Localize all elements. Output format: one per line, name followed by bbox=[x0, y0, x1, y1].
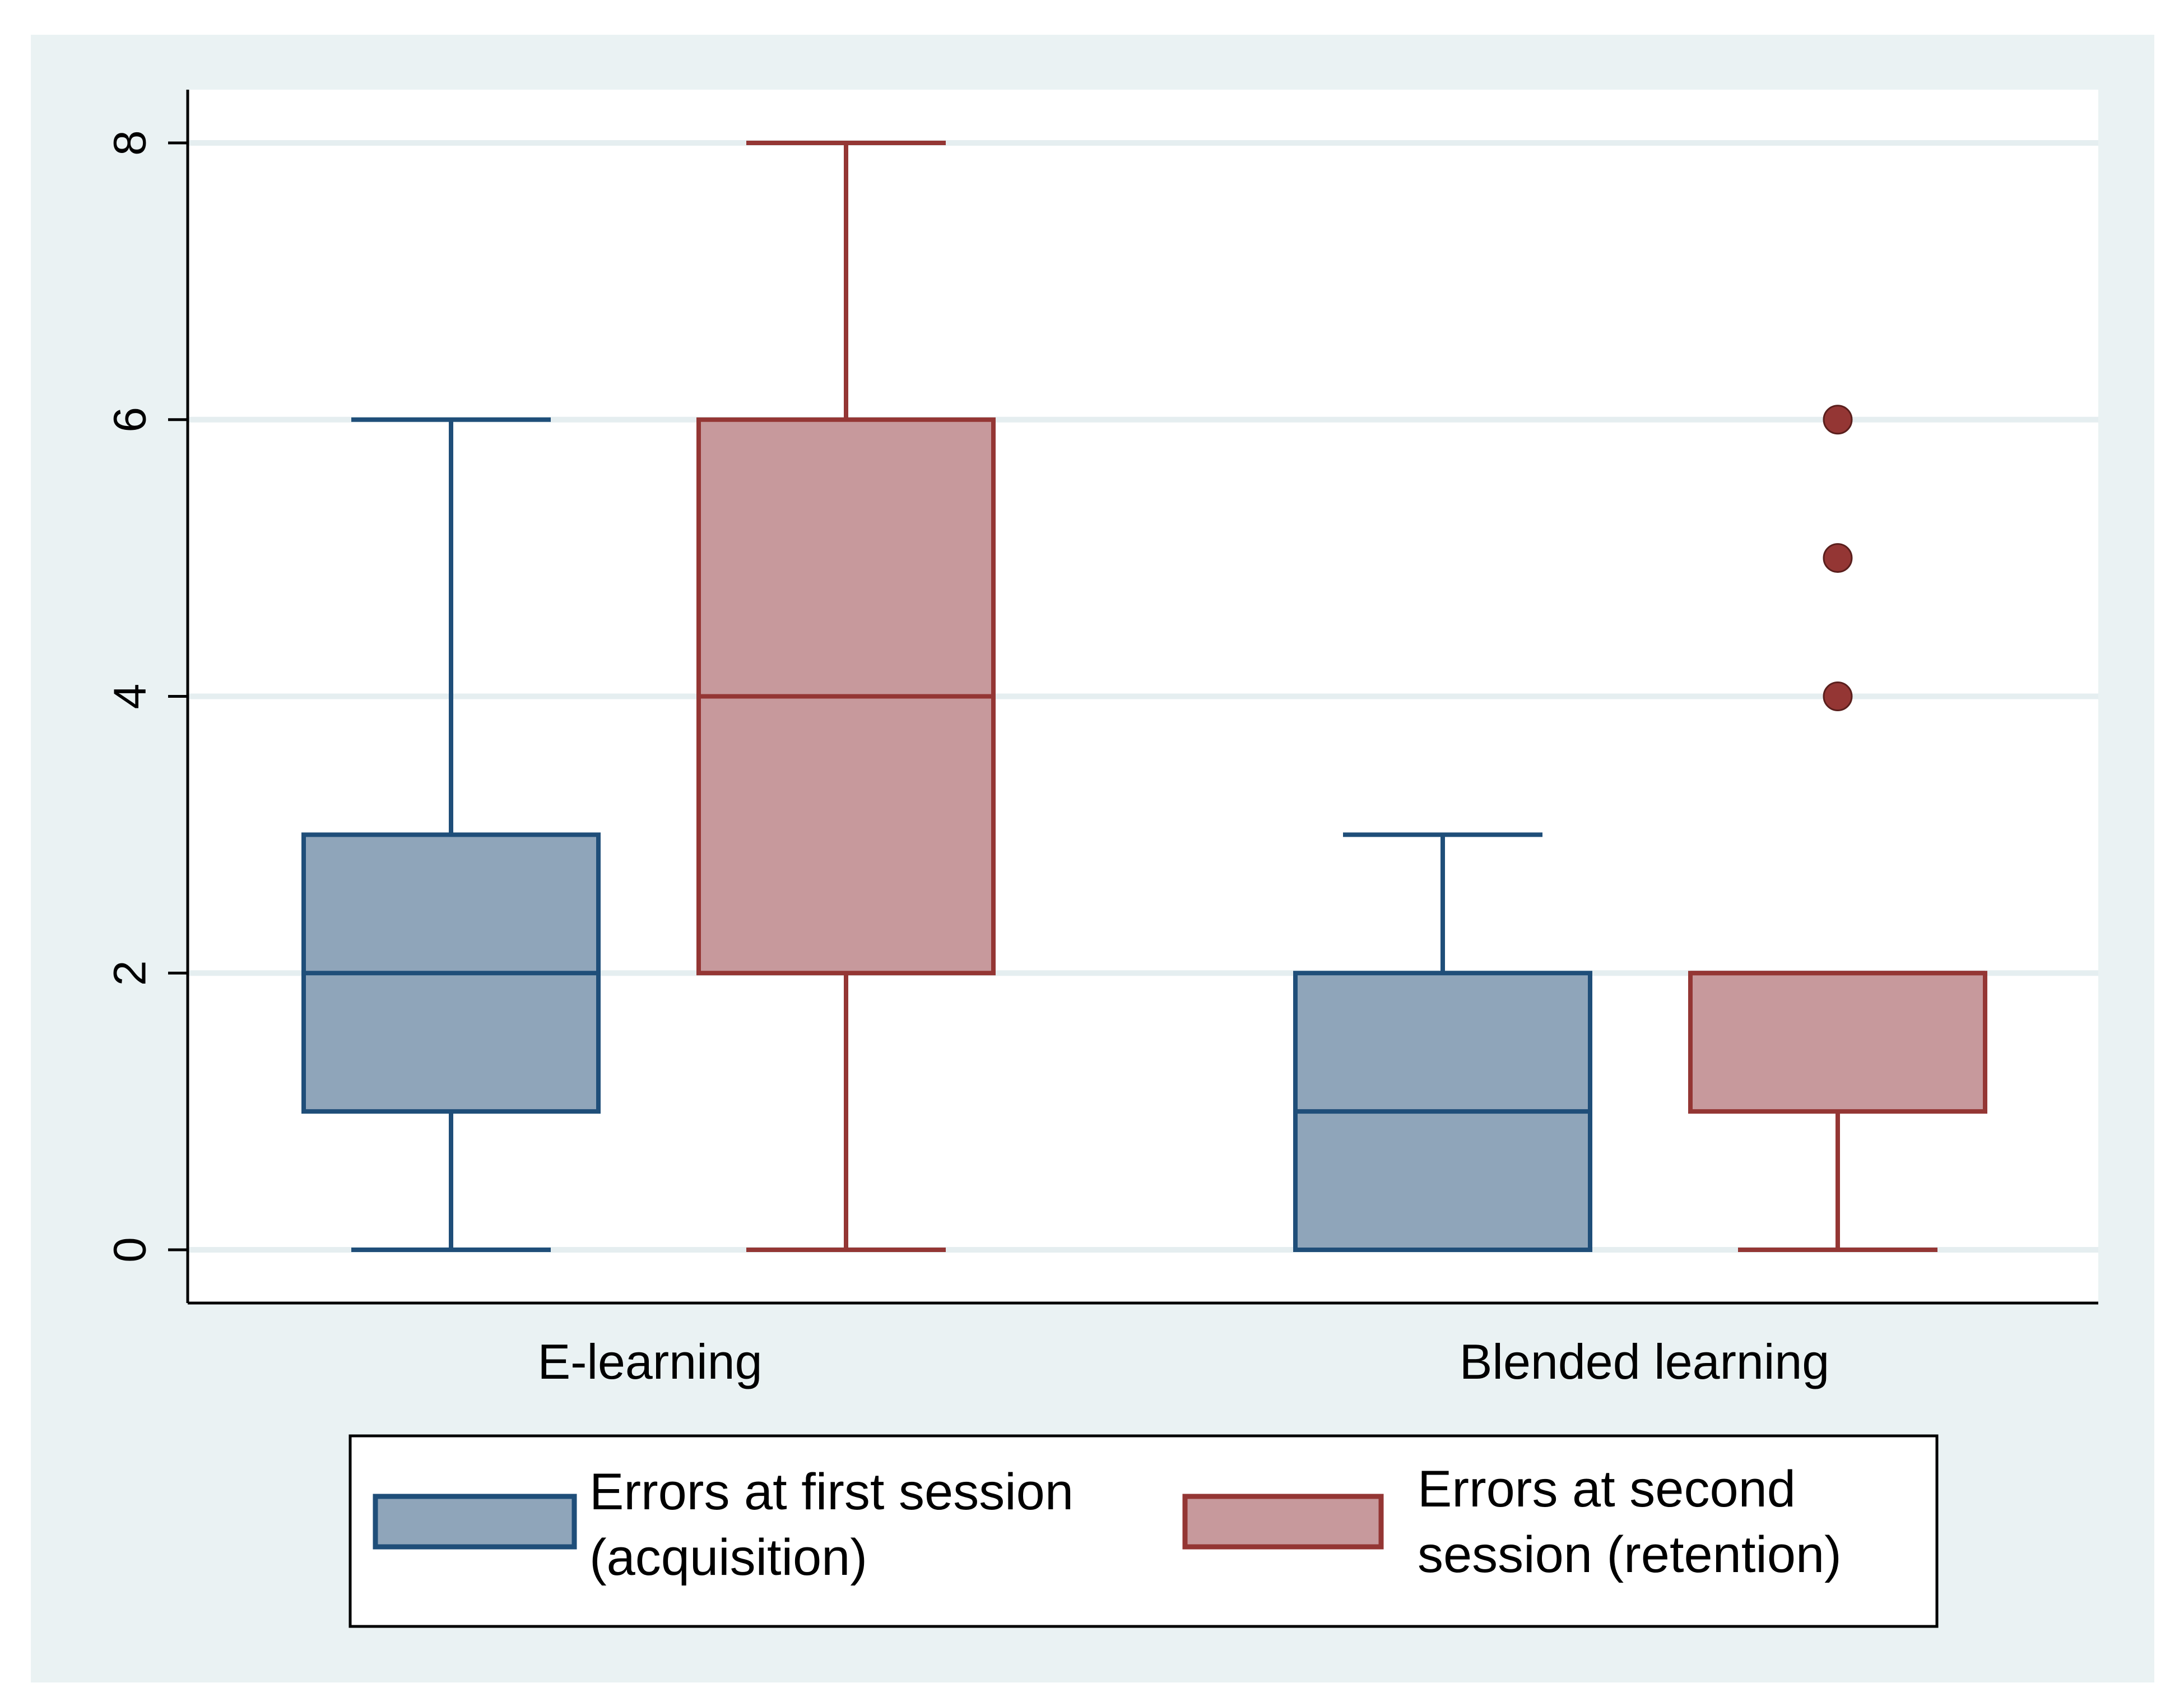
legend-frame bbox=[348, 1434, 1939, 1628]
legend-label-first-session-line1: Errors at first session bbox=[589, 1463, 1074, 1520]
category-label-e-learning: E-learning bbox=[537, 1334, 762, 1389]
outlier-point-second-session-blended bbox=[1823, 543, 1853, 573]
legend-swatch-first-session bbox=[373, 1494, 577, 1550]
y-axis: 0 2 4 6 8 bbox=[105, 90, 189, 1303]
legend-label-second-session-line1: Errors at second bbox=[1418, 1461, 1796, 1518]
legend-swatch-second-session bbox=[1182, 1494, 1384, 1550]
category-label-blended-learning: Blended learning bbox=[1460, 1334, 1830, 1389]
box-second-session-blended bbox=[1688, 971, 1987, 1114]
y-tick-label: 4 bbox=[105, 684, 156, 710]
y-tick-label: 2 bbox=[105, 960, 156, 986]
y-tick-label: 6 bbox=[105, 407, 156, 433]
legend-label-first-session-line2: (acquisition) bbox=[589, 1529, 867, 1586]
outlier-point-second-session-blended bbox=[1823, 405, 1853, 435]
y-tick-label: 0 bbox=[105, 1237, 156, 1263]
boxes-layer bbox=[301, 141, 1987, 1252]
outlier-point-second-session-blended bbox=[1823, 682, 1853, 711]
legend-label-second-session-line2: session (retention) bbox=[1418, 1526, 1842, 1583]
y-tick-label: 8 bbox=[105, 130, 156, 156]
legend: Errors at first session (acquisition) Er… bbox=[348, 1434, 1939, 1628]
